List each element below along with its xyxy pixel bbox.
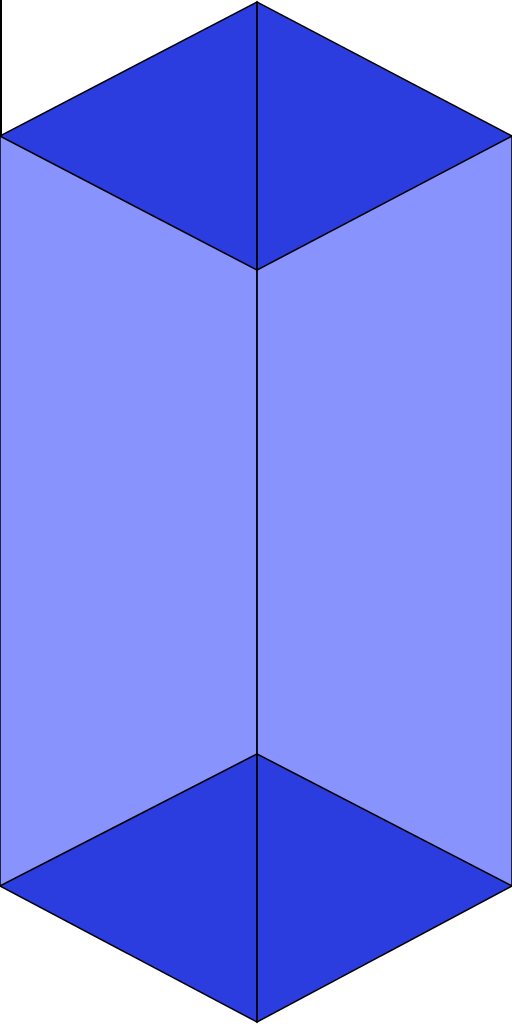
left-edge-mark xyxy=(0,0,2,136)
